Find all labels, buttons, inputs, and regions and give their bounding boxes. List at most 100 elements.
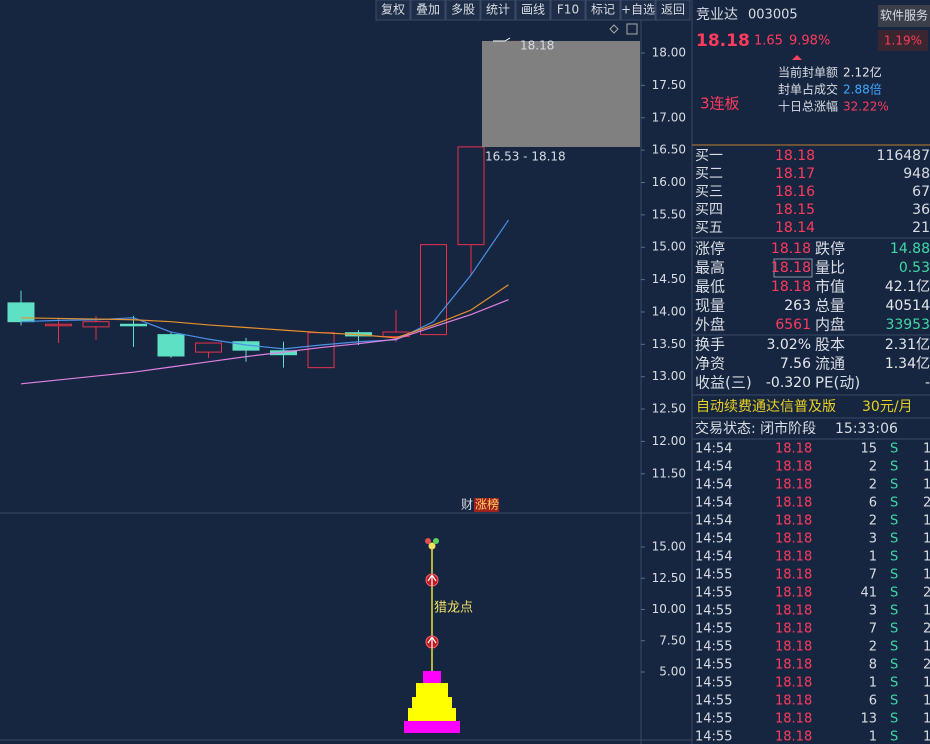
tick-count: 1 [923,478,930,493]
dot [425,538,431,544]
toolbar-button[interactable] [620,0,656,21]
tick-time: 14:55 [695,622,732,637]
book-price: 18.17 [775,166,815,182]
limit-value: 2.88倍 [843,82,882,97]
toolbar-label[interactable]: 返回 [661,3,685,17]
y-tick-label: 15.50 [652,207,686,221]
tick-count: 1 [923,550,930,565]
book-volume: 116487 [877,148,930,164]
y-tick-label: 16.50 [652,143,686,157]
tick-side: S [890,676,898,691]
tick-volume: 41 [860,586,877,601]
quote-value: 42.1亿 [885,279,930,295]
limit-label: 当前封单额 [778,65,838,80]
book-price: 18.18 [775,148,815,164]
toolbar-button[interactable] [410,0,446,21]
y-tick-label: 17.50 [652,78,686,92]
stock-code: 003005 [748,8,798,23]
toolbar-label[interactable]: 统计 [486,3,510,17]
tick-count: 2 [923,658,930,673]
toolbar-label[interactable]: 复权 [381,3,405,17]
toolbar-button[interactable] [585,0,621,21]
tick-side: S [890,694,898,709]
ad-price[interactable]: 30元/月 [862,399,913,415]
y-tick-label: 14.00 [652,304,686,318]
status-time: 15:33:06 [835,421,898,437]
status: 交易状态: 闭市阶段 [695,420,816,437]
tick-count: 1 [923,568,930,583]
toolbar-label[interactable]: 叠加 [416,3,440,17]
tick-volume: 1 [869,730,877,744]
arrow [427,574,437,586]
tick-price: 18.18 [775,586,812,601]
tick-volume: 1 [869,550,877,565]
ad-text[interactable]: 自动续费通达信普及版 [696,398,836,415]
y-tick-label: 14.50 [652,272,686,286]
tick-side: S [890,550,898,565]
toolbar-label[interactable]: F10 [557,3,579,17]
tick-side: S [890,442,898,457]
tick-count: 1 [923,514,930,529]
tick-count: 1 [923,694,930,709]
toolbar-button[interactable] [480,0,516,21]
y-tick-label: 15.00 [652,240,686,254]
tick-time: 14:54 [695,532,732,547]
book-volume: 36 [912,202,930,218]
tick-count: 2 [923,496,930,511]
toolbar-label[interactable]: 画线 [521,3,545,17]
toolbar-button[interactable] [515,0,551,21]
up-arrow [792,55,802,60]
quote-label: 跌停 [815,240,845,258]
tick-price: 18.18 [775,622,812,637]
tick-time: 14:55 [695,658,732,673]
service-button[interactable] [878,5,930,27]
change-pct: 9.98% [789,34,830,49]
tick-side: S [890,496,898,511]
tick-time: 14:55 [695,604,732,619]
tick-price: 18.18 [775,460,812,475]
y-tick-label: 5.00 [659,665,686,679]
price: 18.18 [696,31,750,51]
toolbar-button[interactable] [375,0,411,21]
toolbar-label[interactable]: +自选 [621,3,655,17]
tick-time: 14:55 [695,730,732,744]
limit-label: 封单占成交 [778,82,838,97]
arrow [427,636,437,648]
tick-count: 1 [923,640,930,655]
tick-volume: 15 [860,442,877,457]
toolbar-button[interactable] [445,0,481,21]
icon[interactable] [626,23,638,35]
icon[interactable] [609,24,619,34]
streak: 3连板 [700,95,740,113]
quote-value: 7.56 [780,356,811,372]
tick-price: 18.18 [775,712,812,727]
toolbar-label[interactable]: 标记 [591,3,615,17]
y-tick-label: 10.00 [652,602,686,616]
tick-side: S [890,640,898,655]
quote-label: 流通 [815,355,845,373]
sector-pct: 1.19% [884,34,922,48]
range-box [482,41,640,147]
tick-side: S [890,460,898,475]
indicator-chart: 15.00 12.50 10.00 7.50 5.00 猎龙点 [404,538,686,733]
service-label[interactable]: 软件服务 [880,8,928,23]
toolbar-label[interactable]: 多股 [451,3,475,17]
quote-value: 18.18 [771,241,811,257]
pyramid [423,671,441,683]
quote-value: 14.88 [890,241,930,257]
tick-price: 18.18 [775,676,812,691]
tick-side: S [890,622,898,637]
tick-price: 18.18 [775,730,812,744]
pyramid [416,683,448,697]
book-volume: 948 [903,166,930,182]
candle-body [120,323,147,327]
tick-volume: 8 [869,658,877,673]
tick-time: 14:54 [695,550,732,565]
candle-chart: 18.00 17.50 17.00 16.50 16.00 15.50 15.00 14.50… [7,23,686,512]
tick-time: 14:54 [695,514,732,529]
tick-count: 2 [923,586,930,601]
tick-price: 18.18 [775,568,812,583]
toolbar-button[interactable] [550,0,586,21]
toolbar-button[interactable] [655,0,691,21]
